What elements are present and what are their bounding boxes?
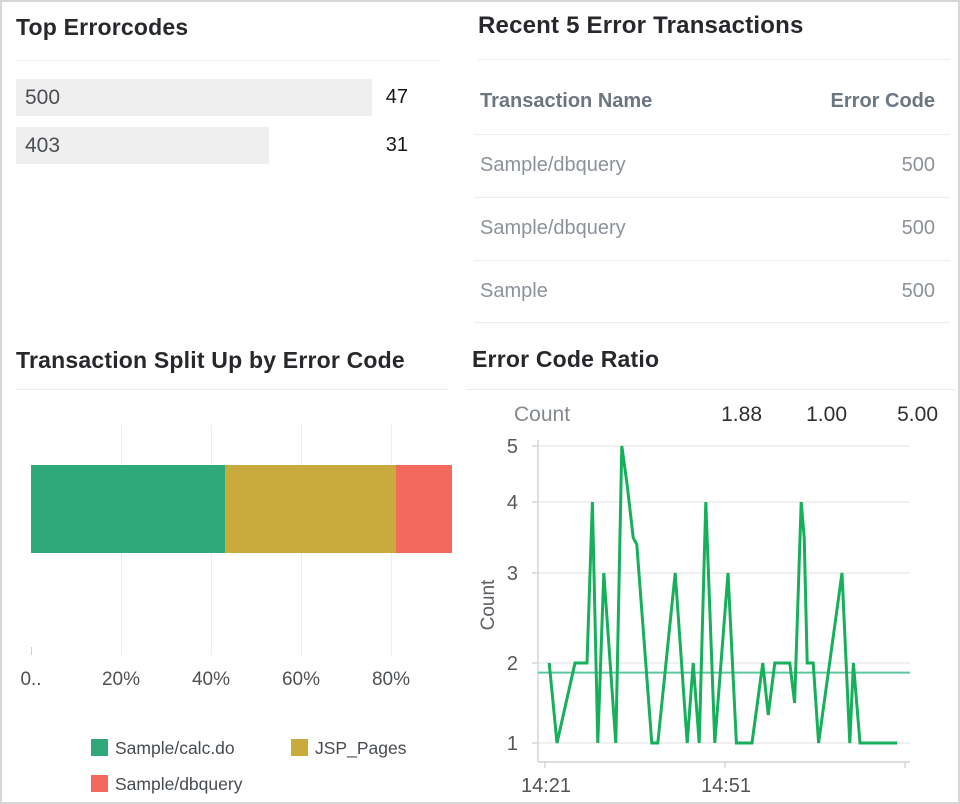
table-header: Transaction Name Error Code <box>460 90 958 130</box>
panel-transaction-split-up: Transaction Split Up by Error Code 0.. 20… <box>2 330 452 802</box>
legend-swatch <box>91 775 108 792</box>
legend-swatch <box>91 739 108 756</box>
title-divider <box>478 59 950 60</box>
top-errorcodes-title: Top Errorcodes <box>16 14 189 40</box>
row-divider <box>474 134 950 135</box>
x-tick-label: 40% <box>191 669 231 690</box>
x-tick-label: 0.. <box>20 669 42 690</box>
legend-label: Sample/calc.do <box>115 738 235 758</box>
y-tick-label: 2 <box>507 653 518 675</box>
legend-label: JSP_Pages <box>315 738 407 758</box>
errorcode-bar-row[interactable]: 500 47 <box>16 79 430 116</box>
x-tick-label: 60% <box>281 669 321 690</box>
errorcode-bar: 403 <box>16 127 269 164</box>
cell-transaction-name: Sample/dbquery <box>480 154 626 176</box>
stat-max-value: 5.00 <box>897 403 938 426</box>
stat-min-value: 1.00 <box>806 403 847 426</box>
cell-error-code: 500 <box>901 280 935 302</box>
count-header-label: Count <box>514 403 571 426</box>
cell-error-code: 500 <box>901 217 935 239</box>
stacked-bar-segment[interactable] <box>224 465 396 553</box>
errorcode-bar: 500 <box>16 79 372 116</box>
row-divider <box>474 322 950 323</box>
split-up-title: Transaction Split Up by Error Code <box>16 347 405 373</box>
errorcode-bar-row[interactable]: 403 31 <box>16 127 430 164</box>
cell-transaction-name: Sample/dbquery <box>480 217 626 239</box>
legend-swatch <box>291 739 308 756</box>
y-tick-label: 4 <box>507 492 518 514</box>
title-divider <box>466 389 955 390</box>
y-tick-label: 5 <box>507 436 518 458</box>
stacked-bar-segment[interactable] <box>395 465 452 553</box>
title-divider <box>16 60 440 61</box>
title-divider <box>16 389 448 390</box>
errorcode-label: 403 <box>25 134 61 157</box>
table-row[interactable]: Sample 500 <box>460 260 958 323</box>
panel-recent-transactions: Recent 5 Error Transactions Transaction … <box>460 2 958 330</box>
legend-item[interactable]: Sample/calc.do <box>91 738 281 758</box>
y-tick-label: 1 <box>507 733 518 755</box>
cell-error-code: 500 <box>901 154 935 176</box>
error-code-ratio-chart[interactable]: 5 4 3 2 114:21 14:51 <box>460 330 958 802</box>
errorcode-value: 31 <box>385 134 408 156</box>
count-line-series[interactable] <box>547 445 898 745</box>
stacked-bar-segment[interactable] <box>31 465 225 553</box>
row-divider <box>474 197 950 198</box>
stat-avg-value: 1.88 <box>721 403 762 426</box>
x-tick-label: 14:21 <box>521 775 571 797</box>
x-tick-label: 80% <box>371 669 411 690</box>
table-row[interactable]: Sample/dbquery 500 <box>460 134 958 197</box>
axis-tick <box>31 647 32 655</box>
error-code-ratio-title: Error Code Ratio <box>472 346 660 372</box>
panel-top-errorcodes: Top Errorcodes 500 47 403 31 <box>2 2 452 326</box>
column-header-transaction-name: Transaction Name <box>480 90 653 112</box>
column-header-error-code: Error Code <box>830 90 935 112</box>
row-divider <box>474 260 950 261</box>
recent-transactions-title: Recent 5 Error Transactions <box>478 12 804 39</box>
legend-label: Sample/dbquery <box>115 774 243 794</box>
stacked-bar[interactable] <box>31 465 452 553</box>
x-tick-label: 14:51 <box>701 775 751 797</box>
panel-error-code-ratio: Error Code Ratio Count 1.88 1.00 5.00 Co… <box>460 330 958 802</box>
cell-transaction-name: Sample <box>480 280 548 302</box>
errorcode-value: 47 <box>385 86 408 108</box>
y-tick-label: 3 <box>507 563 518 585</box>
x-tick-label: 20% <box>101 669 141 690</box>
legend-item[interactable]: Sample/dbquery <box>91 774 281 794</box>
errorcode-label: 500 <box>25 86 61 109</box>
table-row[interactable]: Sample/dbquery 500 <box>460 197 958 260</box>
legend-item[interactable]: JSP_Pages <box>291 738 452 758</box>
